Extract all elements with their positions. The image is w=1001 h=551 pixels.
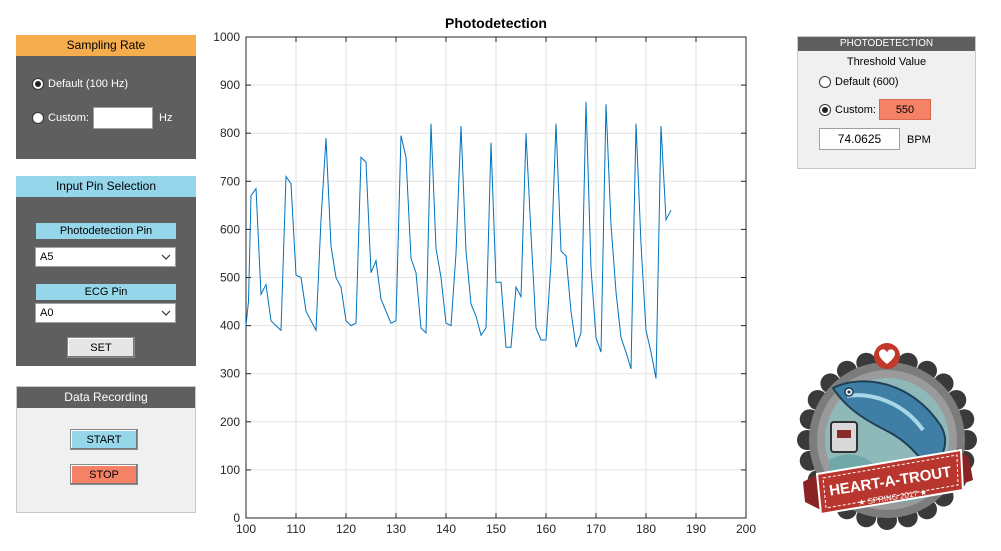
data-recording-panel: Data Recording START STOP xyxy=(16,386,196,513)
x-tick-label: 180 xyxy=(636,522,656,536)
input-pin-panel: Input Pin Selection Photodetection Pin A… xyxy=(16,176,196,366)
input-pin-title: Input Pin Selection xyxy=(16,176,196,197)
y-tick-label: 800 xyxy=(220,126,240,140)
sampling-rate-panel: Sampling Rate Default (100 Hz) Custom: H… xyxy=(16,35,196,159)
photodetection-pin-select[interactable]: A5 xyxy=(35,247,176,267)
threshold-custom-radio[interactable] xyxy=(819,104,831,116)
chevron-down-icon xyxy=(161,310,171,316)
sampling-custom-label: Custom: xyxy=(48,112,89,124)
chart-title: Photodetection xyxy=(445,15,547,31)
x-tick-label: 190 xyxy=(686,522,706,536)
x-tick-label: 140 xyxy=(436,522,456,536)
start-button[interactable]: START xyxy=(70,429,138,450)
x-tick-label: 110 xyxy=(286,522,305,536)
y-tick-label: 400 xyxy=(220,319,240,333)
x-tick-label: 120 xyxy=(336,522,356,536)
y-tick-label: 700 xyxy=(220,174,240,188)
logo-ribbon-banner xyxy=(803,448,973,516)
ecg-pin-select[interactable]: A0 xyxy=(35,303,176,323)
sampling-custom-radio[interactable] xyxy=(32,112,44,124)
threshold-default-label: Default (600) xyxy=(835,76,899,88)
sampling-default-radio[interactable] xyxy=(32,78,44,90)
photodetection-series-line xyxy=(245,101,672,379)
threshold-custom-option[interactable]: Custom: xyxy=(819,104,876,116)
ecg-pin-label: ECG Pin xyxy=(36,284,176,300)
heart-emblem-icon xyxy=(874,343,900,369)
x-tick-label: 200 xyxy=(736,522,756,536)
x-tick-label: 130 xyxy=(386,522,406,536)
sampling-rate-title: Sampling Rate xyxy=(16,35,196,56)
photodetection-pin-label: Photodetection Pin xyxy=(36,223,176,239)
threshold-default-option[interactable]: Default (600) xyxy=(819,76,899,88)
y-tick-label: 600 xyxy=(220,222,240,236)
threshold-title: Threshold Value xyxy=(846,56,927,68)
threshold-custom-input[interactable]: 550 xyxy=(879,99,931,120)
x-tick-label: 150 xyxy=(486,522,506,536)
bpm-unit-label: BPM xyxy=(907,134,931,146)
sampling-custom-option[interactable]: Custom: xyxy=(32,112,89,124)
ecg-pin-value: A0 xyxy=(40,307,54,319)
threshold-default-radio[interactable] xyxy=(819,76,831,88)
y-tick-label: 900 xyxy=(220,78,240,92)
photodetection-pin-value: A5 xyxy=(40,251,54,263)
y-tick-label: 500 xyxy=(220,271,240,285)
sensor-device-icon xyxy=(830,421,858,453)
y-tick-label: 300 xyxy=(220,367,240,381)
x-tick-label: 100 xyxy=(236,522,256,536)
y-tick-label: 100 xyxy=(220,463,240,477)
threshold-custom-label: Custom: xyxy=(835,104,876,116)
chevron-down-icon xyxy=(161,254,171,260)
threshold-panel: PHOTODETECTION Threshold Value Default (… xyxy=(797,36,976,169)
threshold-header: PHOTODETECTION xyxy=(798,37,975,51)
x-tick-label: 160 xyxy=(536,522,556,536)
sampling-default-option[interactable]: Default (100 Hz) xyxy=(32,78,128,90)
stop-button[interactable]: STOP xyxy=(70,464,138,485)
set-button[interactable]: SET xyxy=(67,337,135,358)
bpm-readout: 74.0625 xyxy=(819,128,900,150)
sampling-default-label: Default (100 Hz) xyxy=(48,78,129,90)
sampling-unit-label: Hz xyxy=(159,112,173,124)
data-recording-title: Data Recording xyxy=(17,387,195,408)
y-tick-label: 1000 xyxy=(213,30,240,44)
heart-a-trout-logo: HEART-A-TROUT ★ SPRING 2017 ★ xyxy=(797,343,977,530)
sampling-custom-input[interactable] xyxy=(93,107,153,129)
x-tick-label: 170 xyxy=(586,522,606,536)
y-tick-label: 0 xyxy=(233,511,240,525)
y-tick-label: 200 xyxy=(220,415,240,429)
